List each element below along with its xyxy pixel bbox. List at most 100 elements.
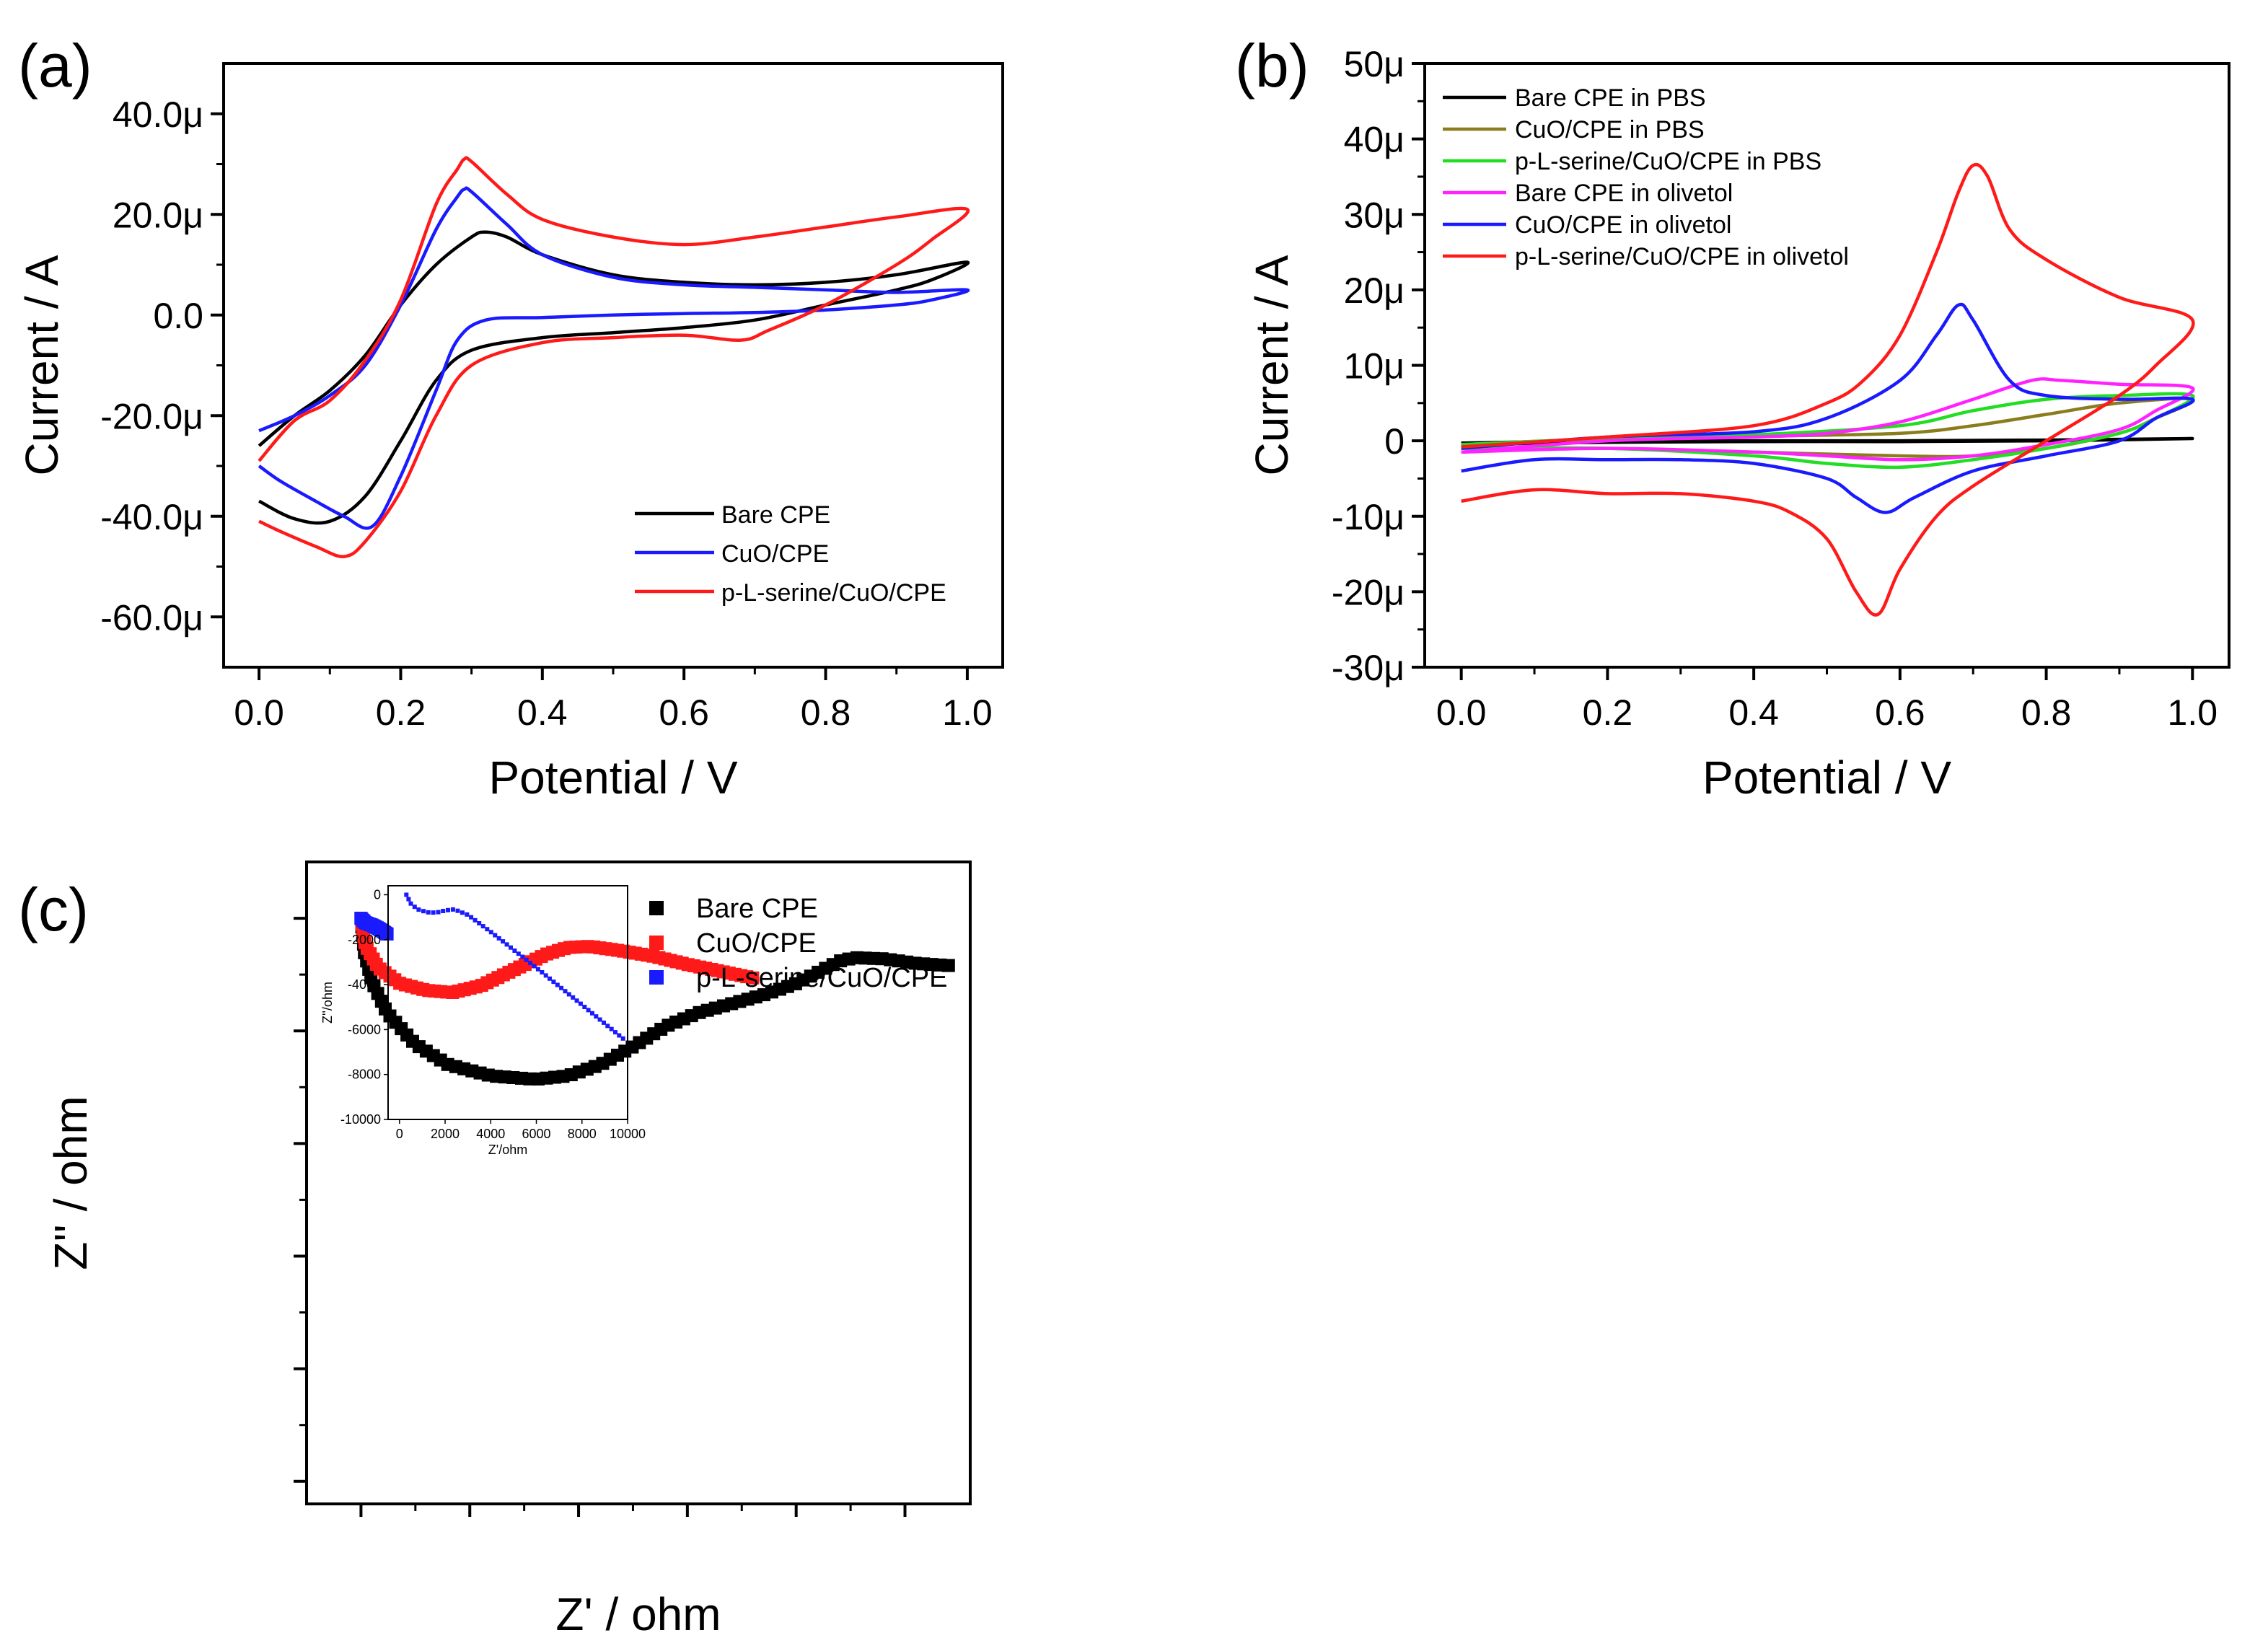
- panel-c: Z' / ohm Z'' / ohm (c) Bare CPE CuO/CPE p-L-s…: [18, 860, 972, 1633]
- y-tick-label: -10μ: [1332, 497, 1405, 537]
- panel-label: (a): [18, 32, 92, 100]
- inset-data-point: [566, 992, 571, 997]
- x-tick-label: 0.0: [1436, 692, 1487, 733]
- panel-label: (c): [18, 876, 89, 943]
- y-tick-label: 40μ: [1344, 120, 1405, 160]
- inset-data-point: [477, 921, 482, 925]
- inset-data-point: [597, 1017, 602, 1022]
- inset-data-point: [493, 933, 498, 938]
- inset-data-point: [520, 954, 525, 959]
- legend-label: Bare CPE in olivetol: [1515, 180, 1733, 207]
- series-line-5: [1461, 162, 2195, 617]
- x-axis-title: Z' / ohm: [555, 1588, 721, 1633]
- inset-data-point: [602, 1020, 606, 1025]
- x-tick-label: 0.6: [1875, 692, 1925, 733]
- inset-data-point: [446, 907, 450, 912]
- data-point: [380, 927, 394, 941]
- legend-label: Bare CPE: [721, 501, 830, 529]
- y-tick-label: 30μ: [1344, 195, 1405, 235]
- inset-data-point: [590, 1011, 594, 1016]
- series-line-0: [1461, 436, 2194, 446]
- inset-data-point: [613, 1030, 617, 1035]
- inset-y-tick-label: -2000: [348, 933, 381, 947]
- inset-data-point: [404, 892, 409, 897]
- y-tick-label: 50μ: [1344, 44, 1405, 84]
- legend-label: p-L-serine/CuO/CPE in olivetol: [1515, 243, 1849, 270]
- x-tick-label: 0.6: [659, 692, 709, 733]
- inset-data-point: [571, 995, 576, 1000]
- inset-data-point: [528, 961, 533, 966]
- legend-label: p-L-serine/CuO/CPE: [721, 579, 946, 607]
- inset-data-point: [512, 948, 517, 953]
- inset-x-title: Z'/ohm: [488, 1143, 527, 1157]
- panel-b: 0.0 0.2 0.4 0.6 0.8 1.0 50μ 40μ 30μ 20μ 10μ 0 -10μ -2…: [1235, 32, 2230, 804]
- y-tick-label: 20.0μ: [113, 195, 203, 235]
- y-axis-title: Z'' / ohm: [45, 1096, 97, 1269]
- inset-data-point: [516, 951, 521, 956]
- x-axis-title: Potential / V: [1702, 752, 1951, 804]
- inset-plot: 0 2000 4000 6000 8000 10000 -10000 -8000 -6000 -4…: [320, 885, 646, 1157]
- inset-data-point: [578, 1001, 583, 1006]
- y-tick-label: -20.0μ: [100, 396, 203, 436]
- inset-data-point: [406, 897, 411, 902]
- inset-y-tick-label: -10000: [340, 1112, 381, 1127]
- series-line-0: [258, 230, 970, 525]
- inset-data-point: [548, 976, 552, 981]
- inset-data-point: [586, 1008, 591, 1013]
- legend-label: p-L-serine/CuO/CPE: [696, 963, 947, 993]
- inset-data-point: [469, 915, 474, 920]
- inset-data-point: [431, 910, 436, 915]
- inset-data-point: [450, 907, 455, 912]
- inset-frame: [387, 885, 628, 1120]
- y-tick-label: -30μ: [1332, 648, 1405, 688]
- inset-data-point: [574, 998, 579, 1003]
- legend-label: CuO/CPE in olivetol: [1515, 211, 1731, 239]
- inset-data-point: [436, 910, 441, 915]
- y-tick-label: -40.0μ: [100, 497, 203, 537]
- x-tick-label: 0.2: [376, 692, 426, 733]
- series-1: [354, 912, 760, 999]
- y-tick-label: 10μ: [1344, 346, 1405, 387]
- inset-data-point: [543, 973, 548, 978]
- legend-label: CuO/CPE in PBS: [1515, 116, 1705, 144]
- y-tick-label: 0: [1384, 421, 1405, 462]
- inset-data-point: [460, 910, 465, 915]
- inset-x-tick-label: 0: [396, 1127, 403, 1141]
- inset-data-point: [620, 1036, 625, 1041]
- series-0: [354, 912, 955, 1086]
- inset-x-tick-label: 4000: [476, 1127, 505, 1141]
- x-axis-title: Potential / V: [488, 752, 737, 804]
- inset-data-point: [501, 939, 506, 944]
- inset-data-point: [617, 1033, 622, 1038]
- y-tick-label: 20μ: [1344, 270, 1405, 311]
- inset-data-point: [421, 909, 426, 914]
- legend-marker: [649, 936, 664, 950]
- plot-frame: [305, 860, 972, 1505]
- inset-data-point: [465, 912, 470, 917]
- series-line-2: [258, 156, 970, 558]
- legend-label: CuO/CPE: [696, 928, 817, 959]
- data-point: [746, 971, 760, 985]
- inset-data-point: [535, 967, 540, 972]
- inset-data-point: [555, 982, 560, 987]
- inset-data-point: [509, 945, 513, 950]
- x-tick-label: 1.0: [942, 692, 993, 733]
- y-tick-label: -20μ: [1332, 572, 1405, 612]
- inset-data-point: [408, 901, 413, 906]
- x-tick-label: 0.0: [234, 692, 284, 733]
- legend-label: CuO/CPE: [721, 540, 829, 568]
- inset-data-point: [441, 909, 446, 913]
- y-tick-label: 40.0μ: [113, 94, 203, 135]
- legend-label: Bare CPE: [696, 894, 818, 924]
- inset-data-point: [582, 1005, 587, 1009]
- inset-data-point: [485, 927, 490, 932]
- inset-x-tick-label: 6000: [522, 1127, 551, 1141]
- inset-data-point: [480, 924, 485, 929]
- inset-y-title: Z''/ohm: [320, 982, 335, 1024]
- x-tick-label: 0.4: [1728, 692, 1779, 733]
- inset-data-point: [605, 1024, 610, 1029]
- inset-x-tick-label: 10000: [610, 1127, 646, 1141]
- inset-data-point: [488, 930, 493, 935]
- inset-x-tick-label: 2000: [431, 1127, 460, 1141]
